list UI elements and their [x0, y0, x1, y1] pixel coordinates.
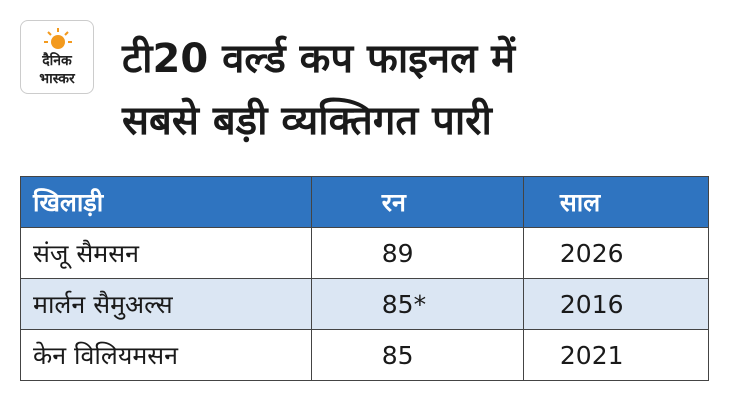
table-cell: केन विलियमसन [20, 329, 312, 381]
table-row: संजू सैमसन 89 2026 [20, 227, 710, 279]
header-cell: रन [310, 176, 524, 228]
logo: दैनिक भास्कर [20, 20, 94, 94]
title: टी20 वर्ल्ड कप फाइनल में सबसे बड़ी व्यक्… [122, 28, 515, 152]
title-line: टी20 वर्ल्ड कप फाइनल में [122, 36, 516, 82]
table-cell: 2016 [522, 278, 710, 330]
table-row: मार्लन सैमुअल्स 85* 2016 [20, 278, 710, 330]
logo-text: दैनिक [42, 53, 72, 69]
table-cell: संजू सैमसन [20, 227, 312, 279]
logo-sun [44, 28, 72, 49]
table-cell: 85* [310, 278, 524, 330]
table-cell: 85 [310, 329, 524, 381]
header-row: खिलाड़ी रन साल [20, 176, 710, 228]
table-cell: मार्लन सैमुअल्स [20, 278, 312, 330]
table-row: केन विलियमसन 85 2021 [20, 329, 710, 381]
table: खिलाड़ी रन साल संजू सैमसन 89 2026 मार्लन सैमु… [20, 176, 710, 381]
header-cell: खिलाड़ी [20, 176, 312, 228]
table-body: संजू सैमसन 89 2026 मार्लन सैमुअल्स 85* 2016 के… [20, 227, 710, 381]
table-cell: 2021 [522, 329, 710, 381]
header-cell: साल [522, 176, 710, 228]
table-cell: 89 [310, 227, 524, 279]
table-cell: 2026 [522, 227, 710, 279]
title-line: सबसे बड़ी व्यक्तिगत पारी [122, 98, 492, 144]
logo-text: भास्कर [39, 71, 75, 87]
